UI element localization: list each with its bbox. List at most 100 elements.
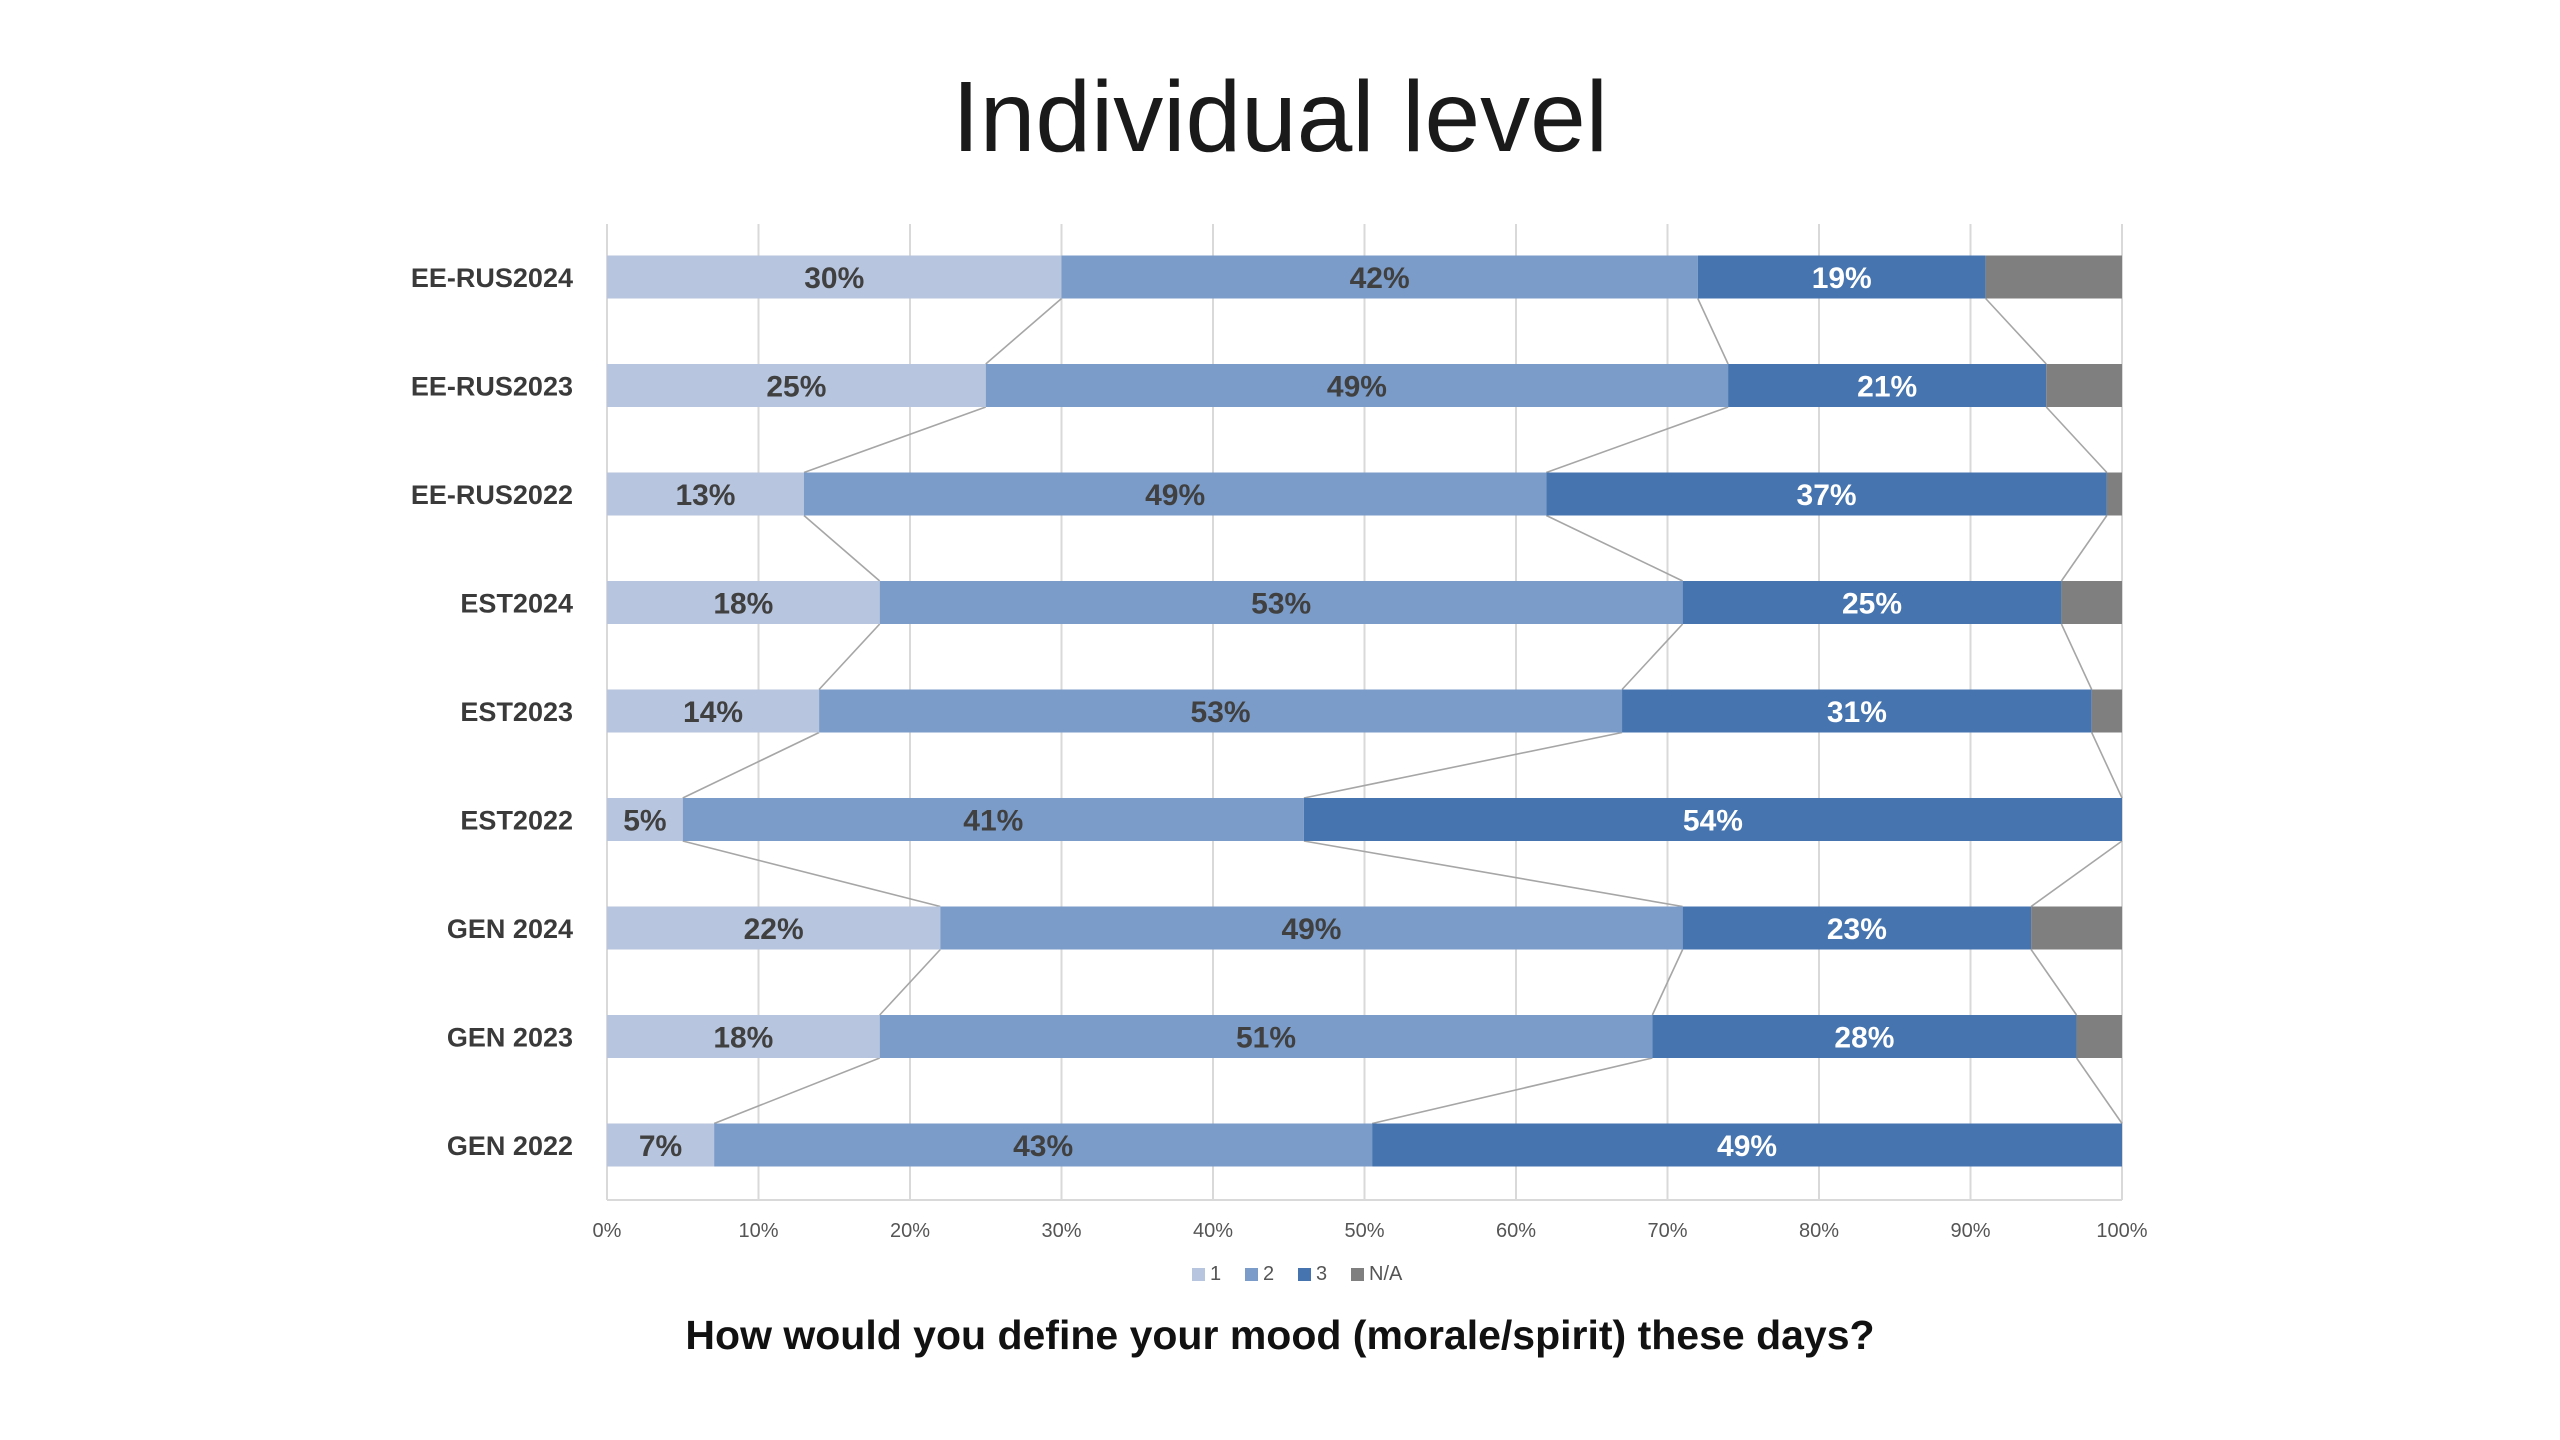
category-label: EE-RUS2024: [411, 263, 573, 293]
bar-segment-series-N/A: [1985, 255, 2122, 299]
x-tick-label: 40%: [1193, 1220, 1233, 1242]
data-label: 49%: [1717, 1130, 1777, 1163]
data-label: 37%: [1797, 479, 1857, 512]
bar-segment-series-1: [607, 1123, 715, 1167]
legend-label: 3: [1316, 1263, 1327, 1285]
data-label: 41%: [963, 805, 1023, 838]
x-tick-label: 90%: [1950, 1220, 1990, 1242]
bar-segment-series-1: [607, 798, 683, 841]
bar-segment-series-3: [1622, 689, 2092, 733]
series-line: [2030, 949, 2078, 1016]
data-label: 14%: [683, 696, 743, 729]
legend-label: N/A: [1369, 1263, 1403, 1285]
category-label: EST2023: [460, 697, 573, 727]
legend-label: 1: [1210, 1263, 1221, 1285]
data-label: 25%: [1842, 588, 1902, 621]
data-label: 28%: [1834, 1022, 1894, 1055]
x-tick-label: 50%: [1344, 1220, 1384, 1242]
bar-segment-series-3: [1652, 1015, 2077, 1058]
bar-segment-series-2: [879, 1015, 1653, 1058]
category-label: EE-RUS2022: [411, 480, 573, 510]
series-line: [2090, 732, 2123, 799]
data-label: 43%: [1013, 1130, 1073, 1163]
bar-segment-series-3: [1697, 255, 1986, 299]
data-label: 53%: [1251, 588, 1311, 621]
data-label: 18%: [713, 1022, 773, 1055]
bar-segment-series-N/A: [2031, 906, 2122, 950]
series-line: [1303, 840, 1683, 908]
x-tick-label: 100%: [2096, 1220, 2147, 1242]
series-line: [1546, 406, 1729, 474]
x-tick-label: 0%: [593, 1220, 622, 1242]
data-label: 42%: [1350, 262, 1410, 295]
series-line: [2045, 406, 2108, 474]
data-label: 21%: [1857, 371, 1917, 404]
series-line: [682, 731, 820, 799]
bar-segment-series-1: [607, 1015, 880, 1058]
legend-swatch-3: [1298, 1268, 1311, 1281]
series-line: [2060, 623, 2093, 690]
bar-segment-series-2: [682, 798, 1304, 841]
bar-segment-series-3: [1546, 472, 2107, 516]
bar-segment-series-2: [803, 472, 1547, 516]
bar-segment-series-3: [1303, 798, 2122, 841]
data-label: 53%: [1191, 696, 1251, 729]
bar-segment-series-2: [879, 581, 1683, 624]
legend-label: 2: [1263, 1263, 1274, 1285]
series-line: [818, 623, 881, 691]
category-label: EE-RUS2023: [411, 372, 573, 402]
bar-segment-series-2: [940, 906, 1683, 950]
series-line: [2075, 1057, 2123, 1124]
bar-segment-series-3: [1372, 1123, 2122, 1167]
category-label: GEN 2023: [447, 1023, 573, 1053]
x-tick-label: 30%: [1041, 1220, 1081, 1242]
x-tick-label: 20%: [890, 1220, 930, 1242]
legend-swatch-N/A: [1351, 1268, 1364, 1281]
series-line: [1697, 298, 1729, 365]
data-label: 49%: [1281, 913, 1341, 946]
x-tick-label: 80%: [1799, 1220, 1839, 1242]
data-label: 49%: [1145, 479, 1205, 512]
data-label: 5%: [623, 805, 666, 838]
bar-segment-series-N/A: [2076, 1015, 2122, 1058]
bar-segment-series-2: [1061, 255, 1698, 299]
series-line: [1303, 731, 1623, 799]
bar-segment-series-1: [607, 255, 1062, 299]
x-tick-label: 60%: [1496, 1220, 1536, 1242]
data-label: 23%: [1827, 913, 1887, 946]
category-label: EST2024: [460, 589, 573, 619]
series-line: [1545, 514, 1683, 582]
x-tick-label: 10%: [738, 1220, 778, 1242]
legend-swatch-2: [1245, 1268, 1258, 1281]
data-label: 13%: [675, 479, 735, 512]
series-line: [2030, 840, 2123, 908]
bar-segment-series-N/A: [2061, 581, 2122, 624]
data-label: 7%: [639, 1130, 682, 1163]
bar-segment-series-N/A: [2091, 689, 2122, 733]
data-label: 19%: [1812, 262, 1872, 295]
bar-segment-series-1: [607, 581, 880, 624]
category-label: GEN 2022: [447, 1131, 573, 1161]
bar-segment-series-1: [607, 906, 941, 950]
survey-question: How would you define your mood (morale/s…: [685, 1312, 1875, 1358]
series-line: [985, 297, 1063, 365]
x-tick-label: 70%: [1647, 1220, 1687, 1242]
data-label: 54%: [1683, 805, 1743, 838]
legend-swatch-1: [1192, 1268, 1205, 1281]
data-label: 51%: [1236, 1022, 1296, 1055]
bar-segment-series-2: [714, 1123, 1373, 1167]
bar-segment-series-2: [819, 689, 1623, 733]
series-line: [803, 514, 881, 582]
series-line: [2060, 515, 2108, 582]
series-line: [1985, 297, 2047, 365]
series-line: [879, 948, 941, 1016]
bar-segment-series-N/A: [2046, 364, 2122, 407]
bar-segment-series-3: [1728, 364, 2047, 407]
series-line: [1621, 623, 1684, 691]
bar-segment-series-3: [1682, 906, 2032, 950]
data-label: 49%: [1327, 371, 1387, 404]
series-line: [1651, 949, 1684, 1016]
bar-segment-series-3: [1682, 581, 2062, 624]
data-label: 22%: [744, 913, 804, 946]
series-line: [713, 1057, 880, 1125]
